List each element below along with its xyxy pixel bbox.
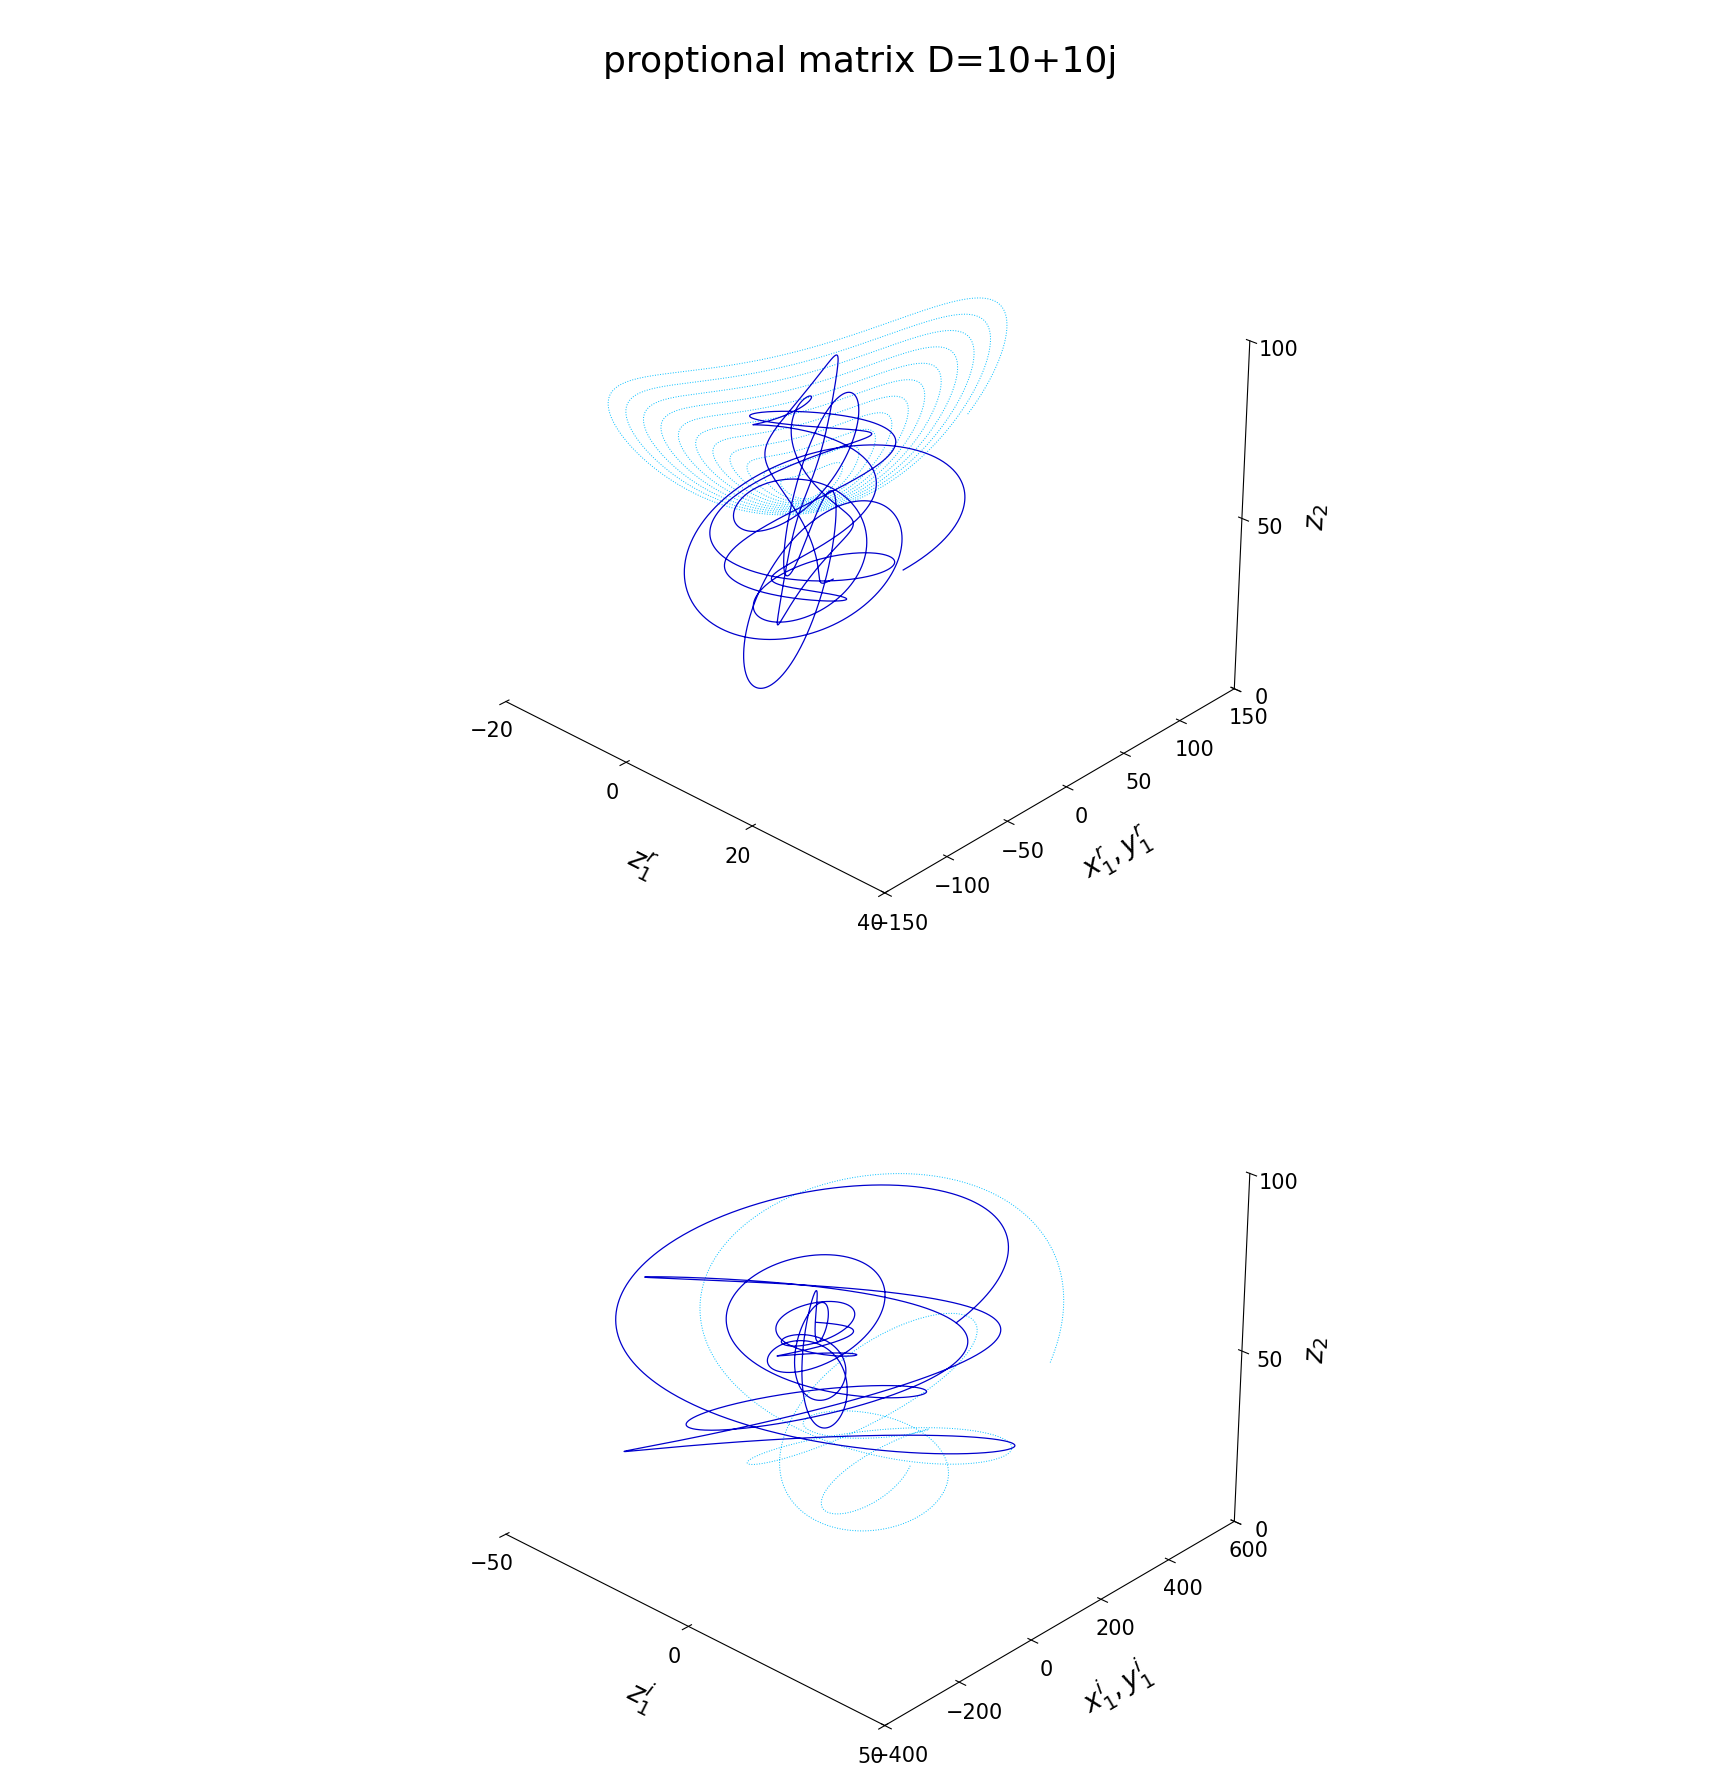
X-axis label: $z_1^i$: $z_1^i$ xyxy=(621,1674,662,1720)
Y-axis label: $x_1^r,y_1^r$: $x_1^r,y_1^r$ xyxy=(1077,821,1158,889)
X-axis label: $z_1^r$: $z_1^r$ xyxy=(621,842,660,885)
Text: proptional matrix D=10+10j: proptional matrix D=10+10j xyxy=(602,45,1118,79)
Y-axis label: $x_1^i,y_1^i$: $x_1^i,y_1^i$ xyxy=(1075,1652,1159,1722)
